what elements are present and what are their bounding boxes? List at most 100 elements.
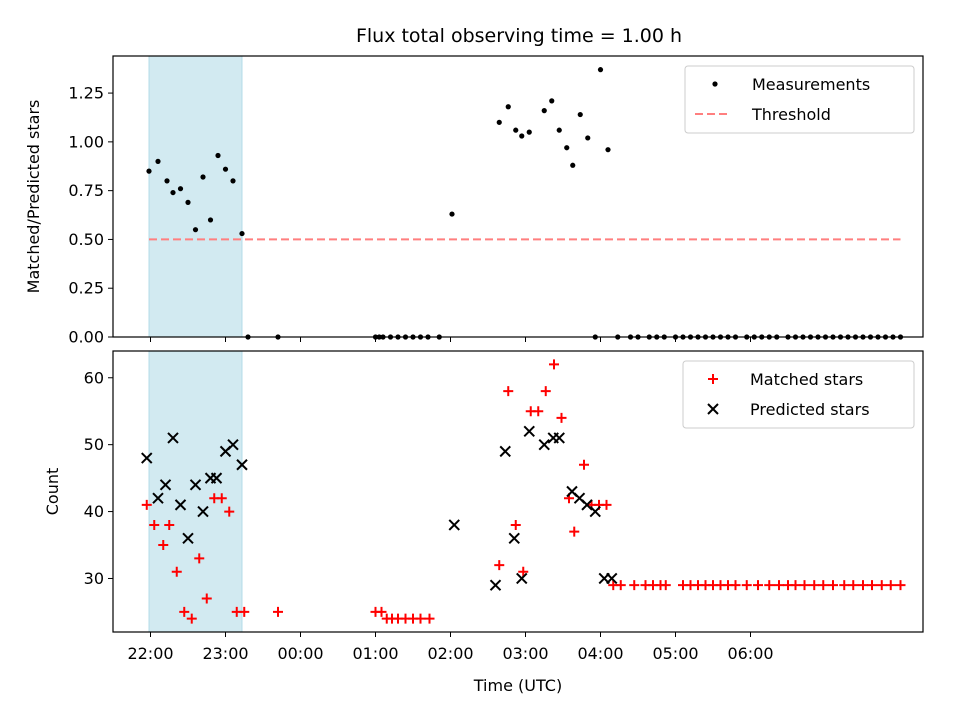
matched-star-marker xyxy=(764,580,775,591)
matched-star-marker xyxy=(839,580,850,591)
matched-star-marker xyxy=(158,540,169,551)
measurement-point xyxy=(605,147,611,153)
matched-star-marker xyxy=(141,499,152,510)
y-tick-label: 0.75 xyxy=(68,181,104,200)
predicted-star-marker xyxy=(581,499,593,511)
y-tick-label: 60 xyxy=(84,368,104,387)
measurement-point xyxy=(200,174,206,180)
matched-star-marker xyxy=(774,580,784,591)
predicted-star-marker xyxy=(152,492,164,504)
predicted-star-marker xyxy=(553,432,565,444)
measurement-point xyxy=(585,135,591,141)
ratio-panel: 0.00 0.25 0.50 0.75 1.00 1.25 Matched/Predicte… xyxy=(24,55,924,347)
y-tick-label: 1.00 xyxy=(68,132,104,151)
matched-star-marker xyxy=(164,519,175,530)
legend-entry-label: Predicted stars xyxy=(750,400,870,419)
measurement-point xyxy=(170,189,176,196)
matched-star-marker xyxy=(615,580,626,591)
matched-star-marker xyxy=(510,519,521,530)
predicted-star-marker xyxy=(236,459,248,471)
chart-title: Flux total observing time = 1.00 h xyxy=(356,25,682,47)
measurement-point xyxy=(146,168,152,174)
matched-star-marker xyxy=(660,580,671,591)
matched-star-marker xyxy=(494,560,505,571)
matched-star-marker xyxy=(518,566,529,577)
matched-star-marker xyxy=(629,580,640,591)
measurement-point xyxy=(185,199,191,205)
measurement-point xyxy=(155,158,161,164)
y-tick-label: 1.25 xyxy=(68,84,104,103)
matched-star-marker xyxy=(415,613,426,624)
predicted-star-marker xyxy=(182,532,194,545)
matched-star-marker xyxy=(171,566,182,577)
predicted-star-marker xyxy=(489,579,502,591)
predicted-star-marker xyxy=(499,445,511,458)
legend-entry-label: Matched stars xyxy=(750,370,863,389)
predicted-star-marker xyxy=(589,505,601,518)
measurement-point xyxy=(164,178,170,184)
axes-frame xyxy=(112,350,924,633)
matched-star-marker xyxy=(216,493,227,504)
measurement-point xyxy=(177,186,184,192)
predicted-star-marker xyxy=(508,532,520,545)
measurement-point xyxy=(239,230,245,237)
measurement-point xyxy=(449,211,455,217)
measurement-point xyxy=(556,127,562,133)
legend-entry-label: Threshold xyxy=(751,105,831,124)
shaded-span xyxy=(148,55,243,338)
predicted-star-marker xyxy=(141,452,153,464)
matched-star-marker xyxy=(540,386,551,397)
x-tick-label: 06:00 xyxy=(727,644,773,663)
predicted-star-marker xyxy=(606,572,618,585)
matched-star-marker xyxy=(753,580,763,591)
matched-star-marker xyxy=(194,553,205,564)
y-tick-label: 0.00 xyxy=(68,328,104,347)
measurement-point xyxy=(496,119,502,125)
matched-star-marker xyxy=(809,580,820,591)
matched-star-marker xyxy=(179,606,190,617)
matched-star-marker xyxy=(858,580,868,591)
predicted-star-marker xyxy=(197,505,209,518)
predicted-star-marker xyxy=(167,432,179,444)
measurement-point xyxy=(222,166,229,172)
matched-star-marker xyxy=(224,506,235,517)
matched-star-marker xyxy=(201,593,212,604)
matched-star-marker xyxy=(790,580,801,591)
count-panel: 30 40 50 60 22:00 23:00 00:00 01:00 02:00 03:00 04… xyxy=(43,350,924,695)
matched-star-marker xyxy=(556,412,567,423)
predicted-star-marker xyxy=(159,479,172,491)
y-tick-label: 0.25 xyxy=(68,279,104,298)
x-axis-label: Time (UTC) xyxy=(473,676,562,695)
y-tick-label: 30 xyxy=(84,569,104,588)
measurement-point xyxy=(577,111,583,118)
x-tick-label: 03:00 xyxy=(502,644,548,663)
matched-star-marker xyxy=(424,613,435,624)
measurement-point xyxy=(215,152,221,159)
matched-star-marker xyxy=(601,499,612,510)
measurement-point xyxy=(519,133,525,139)
x-tick-label: 04:00 xyxy=(577,644,623,663)
predicted-star-marker xyxy=(174,499,187,511)
y-tick-label: 50 xyxy=(84,435,104,454)
legend-frame xyxy=(684,65,915,134)
predicted-star-marker xyxy=(227,438,239,451)
y-tick-label: 40 xyxy=(84,502,104,521)
measurement-point xyxy=(207,217,214,223)
matched-star-marker xyxy=(876,580,887,591)
measurement-point xyxy=(505,104,511,110)
legend-matched-swatch xyxy=(708,374,718,384)
measurement-point xyxy=(513,127,519,133)
legend-entry-label: Measurements xyxy=(752,75,870,94)
matched-star-marker xyxy=(579,459,589,470)
x-tick-label: 01:00 xyxy=(352,644,398,663)
matched-star-marker xyxy=(503,386,514,397)
y-axis-label: Count xyxy=(43,468,62,516)
measurement-point xyxy=(526,129,532,135)
measurement-point xyxy=(192,227,199,233)
predicted-star-marker xyxy=(210,472,223,484)
measurement-point xyxy=(230,178,236,184)
predicted-star-marker xyxy=(516,572,528,585)
matched-star-marker xyxy=(885,580,896,591)
matched-star-marker xyxy=(376,606,387,617)
measurement-point xyxy=(564,145,570,151)
